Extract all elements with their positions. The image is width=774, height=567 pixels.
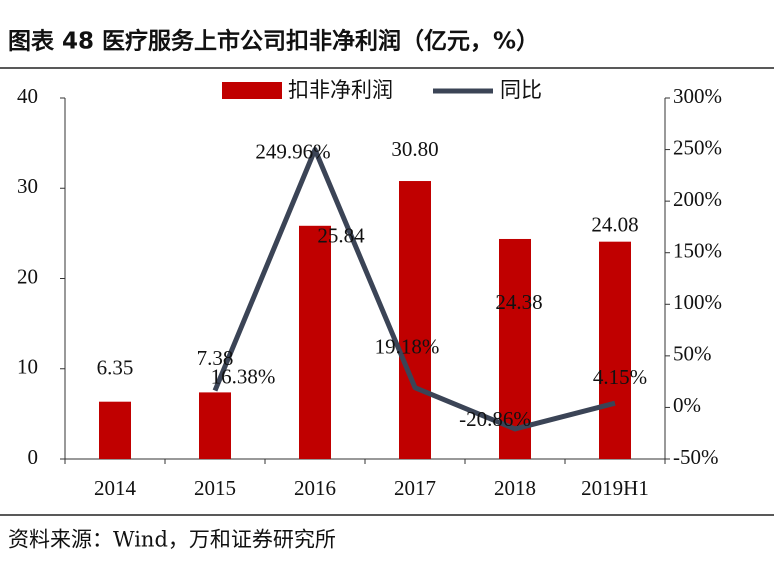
data-label: 25.84 <box>317 224 365 248</box>
data-label: 7.38 <box>197 346 234 370</box>
y2-tick-label: 150% <box>673 239 722 263</box>
y-tick-label: 40 <box>17 84 38 108</box>
bar <box>599 241 631 459</box>
data-label: 19.18% <box>375 334 440 358</box>
y2-tick-label: 250% <box>673 135 722 159</box>
bar <box>399 181 431 459</box>
x-tick-label: 2014 <box>94 476 137 500</box>
data-label: 4.15% <box>593 365 647 389</box>
data-label: 30.80 <box>391 137 438 161</box>
source: 资料来源：Wind，万和证券研究所 <box>8 528 336 552</box>
x-tick-label: 2016 <box>294 476 336 500</box>
data-label: 16.38% <box>211 364 276 388</box>
y2-tick-label: 50% <box>673 342 712 366</box>
data-label: 249.96% <box>255 139 330 163</box>
x-tick-label: 2017 <box>394 476 436 500</box>
data-label: 24.08 <box>591 212 638 236</box>
bar <box>299 225 331 459</box>
line <box>212 147 616 432</box>
x-tick-label: 2019H1 <box>581 476 649 500</box>
y2-tick-label: -50% <box>673 445 719 469</box>
y2-tick-label: 200% <box>673 187 722 211</box>
legend-label: 扣非净利润 <box>288 78 393 102</box>
y2-tick-label: 100% <box>673 290 722 314</box>
y2-tick-label: 300% <box>673 84 722 108</box>
chart-title: 图表 48 医疗服务上市公司扣非净利润（亿元，%） <box>8 28 539 55</box>
data-label: 24.38 <box>495 290 542 314</box>
bar <box>99 401 131 459</box>
data-label: 6.35 <box>97 356 134 380</box>
data-label: -20.86% <box>459 407 531 431</box>
legend-swatch <box>222 82 282 99</box>
legend-label: 同比 <box>500 78 542 102</box>
y2-tick-label: 0% <box>673 393 701 417</box>
bar <box>199 392 231 459</box>
x-tick-label: 2015 <box>194 476 236 500</box>
y-tick-label: 30 <box>17 174 38 198</box>
y-tick-label: 0 <box>28 445 39 469</box>
x-tick-label: 2018 <box>494 476 536 500</box>
y-tick-label: 20 <box>17 264 38 288</box>
y-tick-label: 10 <box>17 355 38 379</box>
